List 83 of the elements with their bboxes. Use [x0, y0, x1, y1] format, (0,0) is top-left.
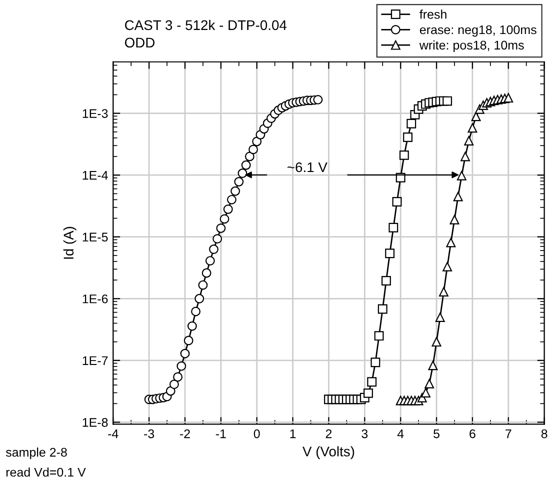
point	[406, 118, 416, 128]
point	[464, 136, 474, 146]
point	[378, 304, 388, 314]
y-tick-label: 1E-7	[82, 356, 108, 365]
point	[216, 224, 226, 233]
x-tick-label: 3	[362, 429, 368, 438]
point	[226, 194, 236, 204]
legend-label: erase: neg18, 100ms	[420, 25, 536, 37]
point	[184, 336, 194, 346]
point	[442, 262, 452, 272]
point	[442, 96, 452, 106]
point	[471, 112, 481, 122]
point	[169, 380, 179, 390]
point	[244, 152, 254, 162]
chart-subtitle: ODD	[124, 38, 155, 48]
y-tick-label: 1E-3	[82, 109, 108, 118]
point	[252, 136, 262, 146]
x-tick-label: 5	[434, 429, 440, 438]
x-tick-label: 8	[541, 429, 548, 438]
point	[241, 160, 251, 170]
legend-label: write: pos18, 10ms	[419, 40, 524, 52]
point	[191, 306, 200, 316]
point	[450, 214, 460, 224]
point	[468, 123, 478, 133]
point	[432, 337, 442, 347]
point	[364, 388, 373, 398]
point	[428, 360, 438, 370]
point	[173, 372, 183, 382]
x-tick-label: 4	[397, 429, 404, 438]
point	[424, 378, 434, 388]
x-tick-label: 7	[506, 429, 512, 438]
point	[230, 186, 240, 196]
point	[180, 348, 190, 358]
point	[385, 248, 395, 258]
x-tick-label: -2	[180, 429, 190, 438]
point	[248, 144, 258, 154]
point	[198, 280, 208, 290]
x-tick-label: 2	[326, 429, 332, 438]
x-tick-label: 0	[254, 429, 260, 438]
point	[223, 204, 233, 214]
text: read Vd=0.1 V	[6, 467, 86, 477]
point	[374, 331, 384, 341]
text: sample 2-8	[6, 448, 67, 460]
point	[381, 276, 391, 286]
point	[399, 150, 409, 160]
point	[453, 192, 463, 202]
point	[438, 287, 448, 297]
point	[367, 377, 377, 387]
y-axis-title: Id (A)	[63, 226, 76, 259]
point	[220, 214, 230, 224]
point	[403, 132, 412, 142]
point	[202, 268, 212, 278]
point	[313, 94, 323, 104]
point	[421, 388, 430, 398]
point	[212, 234, 222, 244]
point	[392, 197, 402, 206]
point	[209, 244, 218, 254]
x-tick-label: -1	[216, 429, 226, 438]
y-tick-label: 1E-8	[82, 418, 108, 427]
point	[388, 222, 398, 232]
y-tick-label: 1E-4	[82, 171, 108, 180]
point	[187, 321, 197, 331]
point	[234, 177, 244, 186]
point	[435, 312, 445, 322]
x-tick-label: -4	[108, 429, 118, 438]
point	[446, 238, 456, 248]
point	[504, 93, 514, 103]
chart-title: CAST 3 - 512k - DTP-0.04	[125, 20, 287, 30]
point	[194, 294, 204, 304]
point	[456, 170, 466, 180]
x-tick-label: 1	[290, 429, 296, 438]
point	[370, 358, 380, 368]
y-tick-label: 1E-6	[82, 294, 108, 304]
point	[238, 168, 248, 178]
x-tick-label: 6	[470, 429, 476, 438]
x-tick-label: -3	[144, 429, 154, 438]
point	[176, 361, 186, 371]
x-axis-title: V (Volts)	[302, 446, 354, 460]
annotation: ~6.1 V	[288, 162, 328, 172]
point	[205, 256, 215, 266]
legend-label: fresh	[420, 10, 446, 19]
y-tick-label: 1E-5	[82, 232, 108, 242]
point	[460, 152, 470, 162]
